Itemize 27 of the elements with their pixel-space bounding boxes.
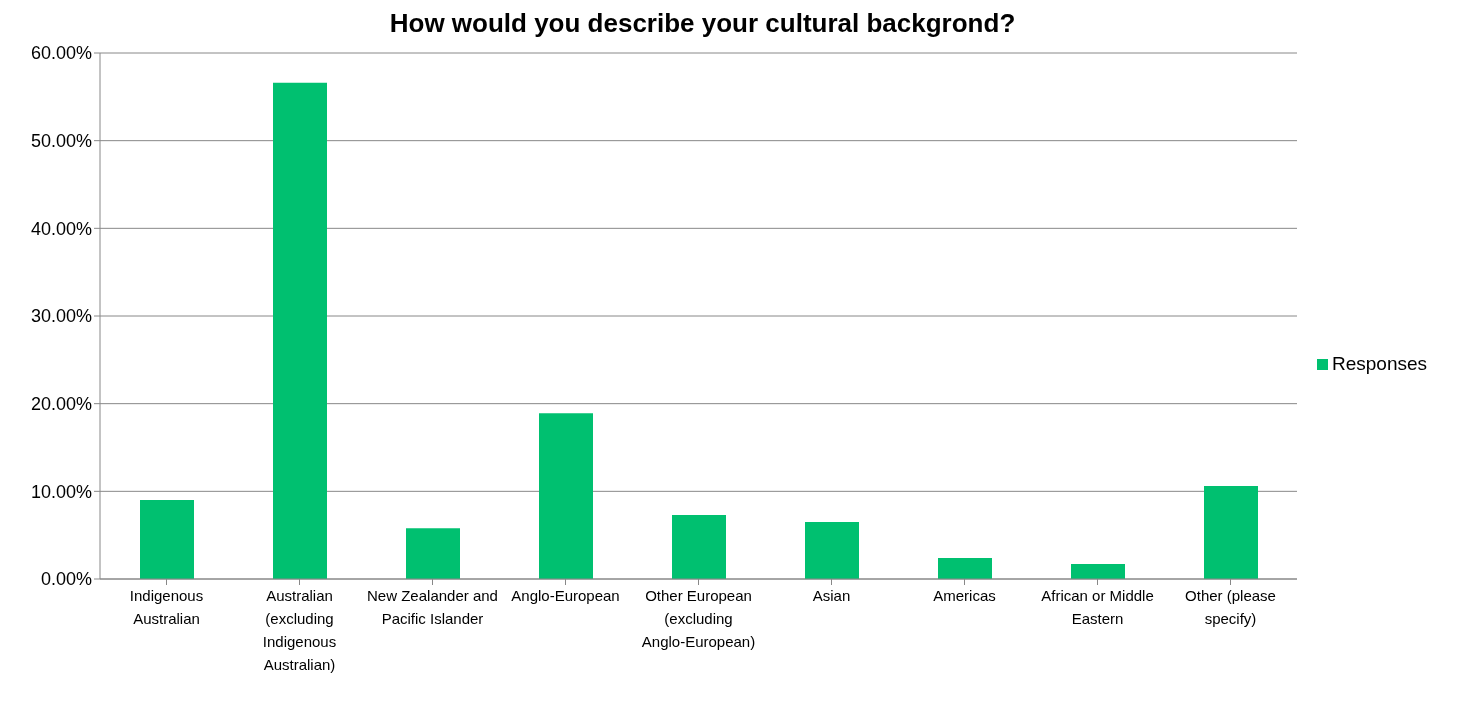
y-tick-label: 0.00%: [40, 569, 92, 590]
bar: [1071, 564, 1125, 579]
x-tick-label: Indigenous Australian: [129, 587, 204, 627]
x-tick-label: Australian (excluding Indigenous Australian): [262, 587, 337, 673]
y-tick-label: 40.00%: [30, 218, 92, 239]
x-tick-label: African or Middle Eastern: [1041, 587, 1154, 627]
bar: [140, 500, 194, 579]
legend-label: Responses: [1332, 353, 1428, 374]
bar: [672, 515, 726, 579]
bar: [539, 413, 593, 579]
x-tick-label: New Zealander and Pacific Islander: [367, 587, 498, 627]
y-tick-label: 60.00%: [30, 43, 92, 64]
y-tick-label: 30.00%: [30, 306, 92, 327]
y-tick-label: 50.00%: [30, 131, 92, 152]
bar: [938, 557, 992, 579]
y-tick-label: 10.00%: [30, 481, 92, 502]
x-tick-label: Americas: [933, 587, 996, 604]
bar: [406, 528, 460, 579]
bar: [1204, 486, 1258, 579]
chart-title: How would you describe your cultural backgrond?: [388, 8, 1017, 39]
bar: [805, 522, 859, 579]
x-tick-label: Anglo-European: [511, 587, 620, 604]
x-tick-label: Asian: [812, 587, 851, 604]
x-tick-label: Other European (excluding Anglo-European): [641, 587, 756, 650]
y-tick-label: 20.00%: [30, 394, 92, 415]
bar: [273, 82, 327, 579]
x-tick-label: Other (please specify): [1185, 587, 1276, 627]
